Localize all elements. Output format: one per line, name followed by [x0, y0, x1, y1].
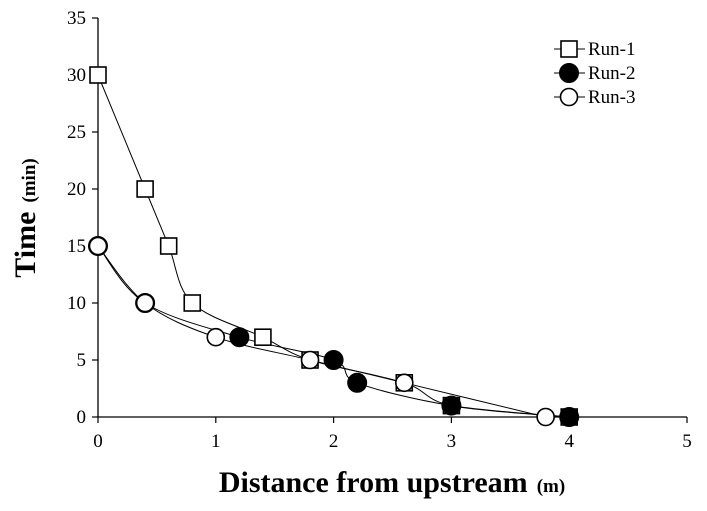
data-point-run-2 — [559, 407, 580, 427]
legend-label-run-2: Run-2 — [588, 63, 636, 84]
legend-label-run-1: Run-1 — [588, 39, 636, 60]
legend-label-run-3: Run-3 — [588, 87, 636, 108]
data-point-run-1 — [254, 328, 272, 347]
x-tick-label: 4 — [564, 431, 574, 452]
y-tick-label: 35 — [67, 8, 86, 29]
data-point-run-3 — [394, 373, 414, 393]
x-tick-label: 5 — [682, 431, 692, 452]
series-line-run-2 — [97, 245, 570, 418]
y-tick-label: 30 — [67, 65, 86, 86]
y-axis-title-main: Time — [9, 212, 42, 278]
y-axis-title-unit: (min) — [19, 158, 40, 202]
data-point-run-3 — [206, 327, 226, 347]
y-tick-label: 15 — [67, 236, 86, 257]
data-point-run-3 — [300, 350, 320, 370]
series-line-run-3 — [97, 245, 546, 418]
data-point-run-2 — [441, 395, 462, 416]
data-point-run-2 — [229, 327, 250, 348]
x-tick-label: 2 — [329, 431, 339, 452]
y-tick-label: 20 — [67, 179, 86, 200]
data-point-run-2 — [347, 372, 368, 393]
legend-marker-run-3 — [559, 87, 579, 107]
y-axis-title: Time (min) — [9, 158, 42, 277]
x-axis-title: Distance from upstream (m) — [219, 466, 565, 499]
data-point-run-1 — [89, 66, 107, 84]
data-point-run-3 — [88, 236, 108, 256]
data-point-run-1 — [159, 237, 178, 255]
legend-marker-run-1 — [560, 40, 578, 58]
y-tick-label: 10 — [67, 293, 86, 314]
x-axis-title-unit: (m) — [537, 476, 565, 497]
x-axis-title-main: Distance from upstream — [219, 466, 528, 499]
data-point-run-1 — [136, 180, 154, 198]
ticks: 0 5 10 15 20 25 30 35 0 1 2 3 4 5 — [67, 8, 692, 452]
x-tick-label: 3 — [447, 431, 457, 452]
series-markers — [88, 66, 580, 427]
data-point-run-2 — [323, 350, 344, 370]
x-tick-label: 1 — [211, 431, 221, 452]
y-tick-label: 5 — [77, 350, 87, 371]
data-point-run-3 — [536, 407, 555, 427]
x-tick-label: 0 — [93, 431, 103, 452]
data-point-run-3 — [135, 293, 155, 313]
y-tick-label: 0 — [77, 407, 87, 428]
legend-marker-run-2 — [559, 63, 579, 83]
axes — [97, 18, 687, 418]
y-tick-label: 25 — [67, 122, 86, 143]
data-point-run-1 — [183, 294, 202, 312]
legend: Run-1 Run-2 Run-3 — [554, 39, 636, 108]
